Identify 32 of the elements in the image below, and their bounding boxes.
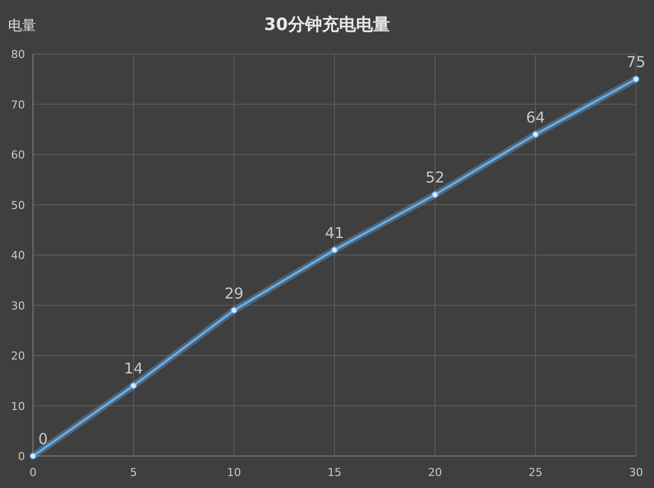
x-tick-label: 0 (30, 466, 36, 479)
point (331, 246, 338, 254)
data-label: 29 (224, 284, 244, 302)
data-label: 0 (38, 430, 48, 448)
data-label: 41 (324, 224, 344, 242)
x-tick-label: 30 (629, 466, 643, 479)
y-tick-label: 70 (11, 98, 25, 112)
y-tick-label: 40 (11, 249, 25, 262)
point (532, 131, 539, 138)
x-tick-label: 15 (328, 466, 342, 479)
point (432, 191, 438, 198)
y-tick-label: 80 (11, 48, 25, 61)
x-tick-label: 20 (428, 466, 442, 479)
y-tick-label: 0 (18, 450, 25, 463)
point (30, 452, 36, 460)
data-label: 64 (526, 108, 546, 126)
x-tick-label: 25 (528, 466, 542, 479)
chart-title: 30分钟充电电量 (264, 15, 390, 35)
point (230, 306, 238, 314)
x-tick-label: 10 (227, 466, 241, 479)
data-label: 75 (626, 53, 646, 72)
point (632, 76, 640, 82)
y-tick-label: 20 (11, 350, 25, 362)
data-label: 14 (124, 360, 144, 378)
data-label: 52 (425, 168, 445, 187)
y-tick-label: 10 (11, 400, 25, 413)
point (130, 382, 137, 389)
y-tick-label: 30 (11, 299, 25, 312)
y-tick-label: 60 (11, 148, 25, 162)
x-tick-label: 5 (130, 466, 137, 479)
y-tick-label: 50 (11, 198, 25, 212)
y-axis-title: 电量 (8, 18, 36, 34)
